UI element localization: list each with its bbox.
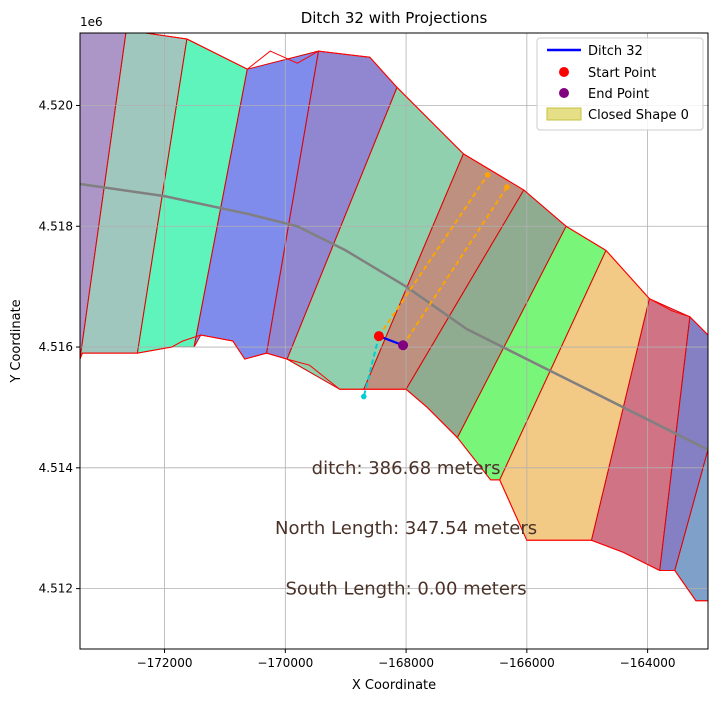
projection-line-2 bbox=[362, 335, 380, 397]
boundary-top-line bbox=[80, 33, 708, 336]
legend-start-label: Start Point bbox=[588, 66, 656, 81]
x-tick-label-2: −168000 bbox=[378, 656, 434, 670]
annotation-ditch-length: ditch: 386.68 meters bbox=[312, 458, 501, 479]
x-tick-label-4: −164000 bbox=[620, 656, 676, 670]
legend-start-swatch bbox=[559, 67, 569, 77]
x-axis-ticks: −172000 −170000 −168000 −166000 −164000 bbox=[137, 649, 676, 670]
projection-marker-1 bbox=[504, 184, 510, 190]
end-point-marker bbox=[398, 340, 409, 351]
boundary-bottom-line bbox=[80, 334, 708, 602]
annotation-north-length: North Length: 347.54 meters bbox=[275, 518, 537, 539]
x-axis-label: X Coordinate bbox=[352, 678, 436, 693]
annotations: ditch: 386.68 meters North Length: 347.5… bbox=[275, 458, 537, 600]
annotation-south-length: South Length: 0.00 meters bbox=[285, 579, 526, 600]
legend-box bbox=[536, 37, 704, 131]
y-tick-label-1: 4.514 bbox=[39, 461, 73, 475]
y-tick-label-4: 4.520 bbox=[39, 98, 73, 112]
y-tick-label-0: 4.512 bbox=[39, 582, 73, 596]
legend-shape-label: Closed Shape 0 bbox=[588, 108, 689, 123]
grid bbox=[80, 33, 708, 649]
plot-frame bbox=[79, 32, 709, 650]
start-point-marker bbox=[373, 331, 384, 342]
legend: Ditch 32 Start Point End Point Closed Sh… bbox=[536, 37, 704, 131]
y-axis-label: Y Coordinate bbox=[9, 299, 24, 383]
x-tick-label-0: −172000 bbox=[137, 656, 193, 670]
centerline bbox=[80, 182, 708, 451]
x-tick-label-3: −166000 bbox=[499, 656, 555, 670]
chart-title: Ditch 32 with Projections bbox=[301, 9, 488, 27]
projection-line-0 bbox=[378, 174, 489, 337]
plot-area: ditch: 386.68 meters North Length: 347.5… bbox=[80, 33, 708, 649]
projection-lines bbox=[361, 172, 510, 400]
y-tick-label-2: 4.516 bbox=[39, 340, 73, 354]
y-tick-label-3: 4.518 bbox=[39, 219, 73, 233]
y-axis-ticks: 4.512 4.514 4.516 4.518 4.520 bbox=[39, 98, 80, 596]
legend-shape-swatch bbox=[546, 107, 582, 121]
y-offset-label: 1e6 bbox=[80, 15, 103, 29]
projection-marker-2 bbox=[361, 393, 367, 400]
legend-end-swatch bbox=[559, 88, 569, 98]
legend-ditch-label: Ditch 32 bbox=[588, 44, 643, 59]
legend-end-label: End Point bbox=[588, 87, 649, 102]
projection-marker-0 bbox=[484, 172, 491, 178]
x-tick-label-1: −170000 bbox=[257, 656, 313, 670]
